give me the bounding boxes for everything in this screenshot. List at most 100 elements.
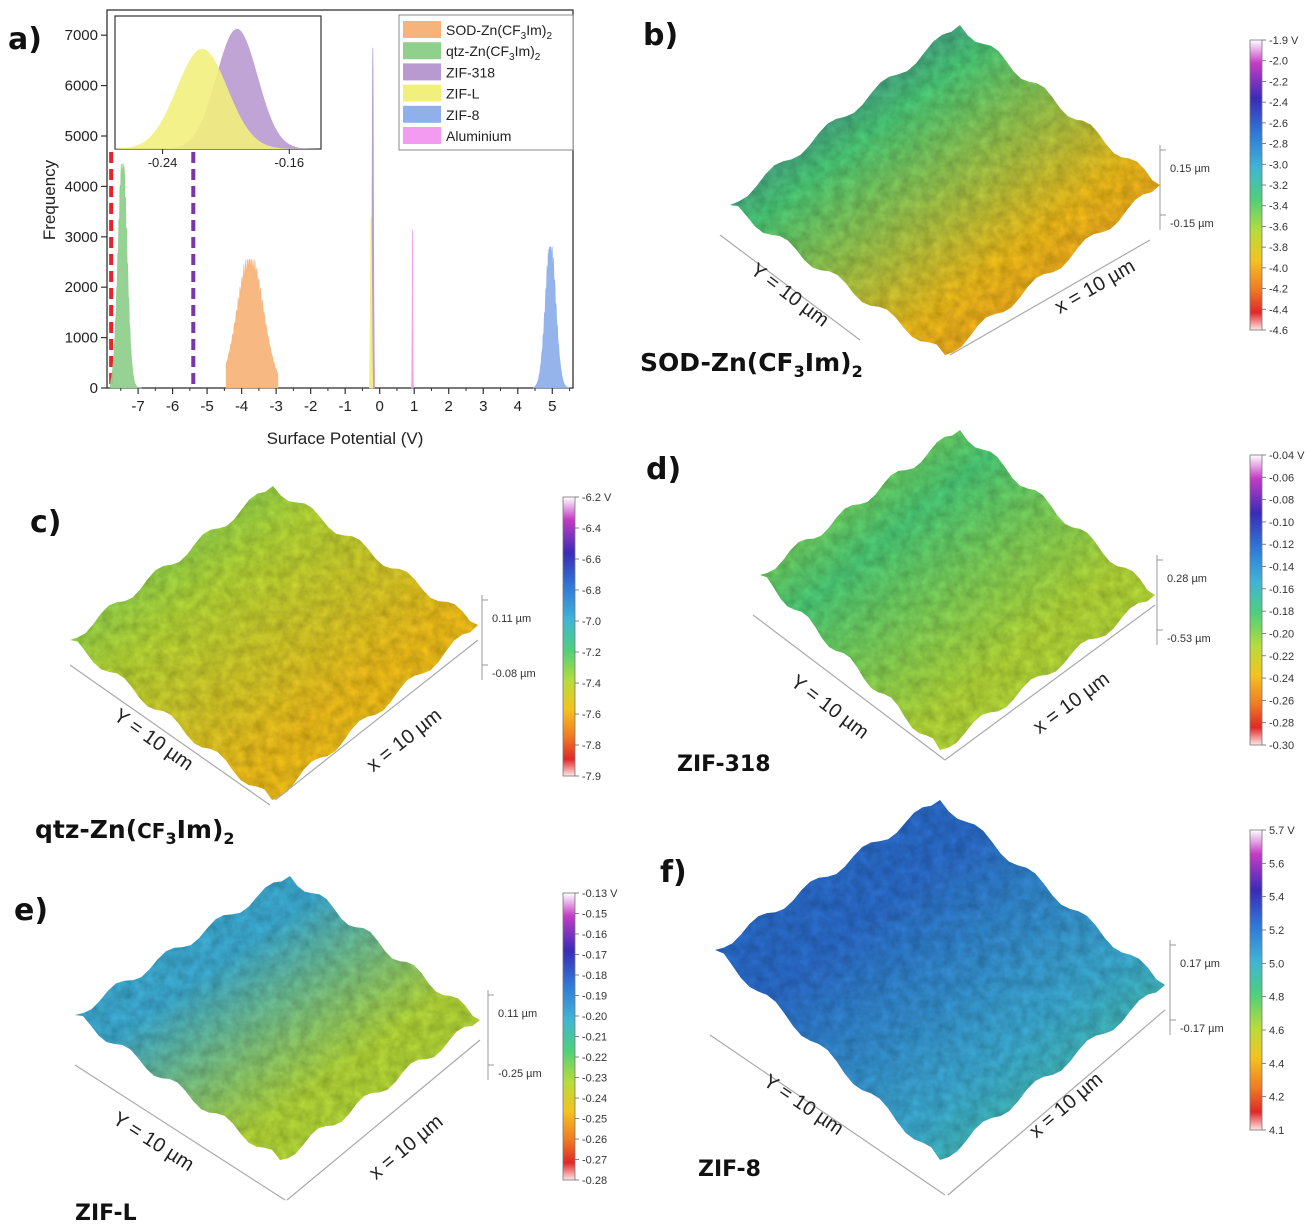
x-tick-label: 1 — [410, 398, 418, 415]
colorbar-label: -7.0 — [582, 616, 601, 628]
inset-x-tick-label: -0.24 — [148, 155, 178, 170]
colorbar-label: -0.26 — [1269, 695, 1294, 707]
panel-label-d: d) — [646, 452, 682, 487]
y-axis-line — [719, 234, 861, 341]
colorbar-label: -0.24 — [582, 1093, 607, 1105]
colorbar-label: 4.2 — [1269, 1092, 1284, 1104]
x-tick-label: -4 — [235, 398, 248, 415]
y-tick-label: 5000 — [65, 128, 98, 145]
colorbar — [1249, 39, 1263, 331]
height-max-label: 0.17 µm — [1180, 958, 1220, 970]
colorbar-label: -0.26 — [582, 1134, 607, 1146]
colorbar-label: 5.6 — [1269, 858, 1284, 870]
histogram-area-5 — [532, 246, 570, 389]
colorbar-label: -0.27 — [582, 1155, 607, 1167]
height-min-label: -0.08 µm — [492, 668, 536, 680]
colorbar-label: -0.08 — [1269, 495, 1294, 507]
colorbar-label: 5.2 — [1269, 925, 1284, 937]
x-axis-line — [949, 239, 1151, 356]
height-max-label: 0.28 µm — [1167, 573, 1207, 585]
colorbar-label: -2.2 — [1269, 76, 1288, 88]
y-axis-label: Y = 10 µm — [786, 671, 872, 744]
height-max-label: 0.11 µm — [498, 1008, 537, 1020]
colorbar-label: -3.0 — [1269, 159, 1288, 171]
colorbar-label: -0.15 — [582, 909, 607, 921]
x-tick-label: 0 — [376, 398, 384, 415]
panel-label-e: e) — [14, 893, 49, 928]
panel-label-b: b) — [643, 18, 679, 53]
colorbar-label: -0.22 — [582, 1052, 607, 1064]
height-max-label: 0.15 µm — [1170, 163, 1210, 175]
y-tick-label: 0 — [90, 380, 98, 397]
colorbar-label: -0.25 — [582, 1114, 607, 1126]
x-tick-label: -6 — [166, 398, 179, 415]
y-tick-label: 7000 — [65, 27, 98, 44]
surface-map — [730, 25, 1160, 355]
colorbar-label: -0.19 — [582, 991, 607, 1003]
height-min-label: -0.15 µm — [1170, 218, 1214, 230]
colorbar-label: -7.8 — [582, 740, 601, 752]
y-axis-line — [74, 1064, 286, 1201]
colorbar-label: -2.4 — [1269, 97, 1288, 109]
colorbar-label: -2.6 — [1269, 118, 1288, 130]
legend-label-4: ZIF-L — [446, 86, 480, 102]
y-tick-label: 3000 — [65, 229, 98, 246]
colorbar-label: -3.4 — [1269, 201, 1288, 213]
colorbar-label: -3.6 — [1269, 221, 1288, 233]
surface-panel-d: Y = 10 µm x = 10 µm 0.28 µm -0.53 µm -0.04 V… — [752, 430, 1305, 761]
y-axis-line — [709, 1034, 946, 1196]
surface-map — [75, 876, 480, 1160]
x-axis-line — [274, 639, 479, 801]
colorbar-label: -0.21 — [582, 1032, 607, 1044]
panel-label-a: a) — [8, 22, 42, 57]
colorbar-label: -6.8 — [582, 585, 601, 597]
legend-swatch-5 — [403, 105, 441, 123]
colorbar-label: -1.9 V — [1269, 35, 1299, 47]
legend-swatch-6 — [403, 127, 441, 144]
surface-panel-f: Y = 10 µm x = 10 µm0.17 µm-0.17 µm5.7 V5.… — [709, 800, 1295, 1196]
material-label-d: ZIF-318 — [677, 752, 771, 777]
colorbar-label: -0.28 — [582, 1175, 607, 1187]
y-axis-line — [69, 664, 271, 806]
colorbar-label: 4.8 — [1269, 992, 1284, 1004]
panel-label-c: c) — [30, 505, 62, 540]
legend-label-6: Aluminium — [446, 128, 511, 144]
colorbar-label: -0.20 — [582, 1011, 607, 1023]
colorbar-label: -0.06 — [1269, 472, 1294, 484]
colorbar-label: -0.20 — [1269, 628, 1294, 640]
inset-area-2 — [115, 48, 321, 149]
y-tick-label: 6000 — [65, 78, 98, 95]
colorbar-label: -4.4 — [1269, 304, 1288, 316]
colorbar-label: -6.2 V — [582, 492, 612, 504]
histogram-area-1 — [225, 259, 279, 389]
colorbar-label: 5.0 — [1269, 958, 1284, 970]
colorbar — [562, 892, 576, 1181]
surface-panel-c: Y = 10 µm x = 10 µm0.11 µm-0.08 µm-6.2 V-… — [69, 486, 612, 806]
x-axis-line — [944, 604, 1156, 761]
colorbar-label: 4.4 — [1269, 1058, 1284, 1070]
material-label-b: SOD-Zn(CF3Im)2 — [640, 348, 863, 381]
x-axis-label: Surface Potential (V) — [267, 429, 424, 448]
height-min-label: -0.53 µm — [1167, 633, 1211, 645]
y-axis-label: Y = 10 µm — [109, 1108, 198, 1176]
colorbar-label: -0.16 — [1269, 584, 1294, 596]
colorbar-label: -0.18 — [582, 970, 607, 982]
legend-swatch-1 — [403, 21, 441, 38]
inset-plot: -0.24 -0.16 — [114, 15, 322, 170]
material-label-f: ZIF-8 — [698, 1157, 761, 1182]
surface-map — [70, 486, 478, 800]
colorbar-label: -0.28 — [1269, 718, 1294, 730]
plot-frame — [106, 9, 574, 389]
x-tick-label: 4 — [514, 398, 522, 415]
colorbar-label: -6.4 — [582, 523, 601, 535]
surface-panel-b: Y = 10 µm x = 10 µm0.15 µm-0.15 µm-1.9 V-… — [719, 25, 1299, 356]
colorbar-label: -0.10 — [1269, 517, 1294, 529]
colorbar-label: -2.8 — [1269, 139, 1288, 151]
colorbar-label: -7.6 — [582, 709, 601, 721]
colorbar-label: -0.13 V — [582, 888, 618, 900]
colorbar-label: -0.14 — [1269, 562, 1294, 574]
colorbar — [1249, 829, 1263, 1131]
colorbar-label: -0.30 — [1269, 740, 1294, 752]
colorbar-label: -2.0 — [1269, 56, 1288, 68]
